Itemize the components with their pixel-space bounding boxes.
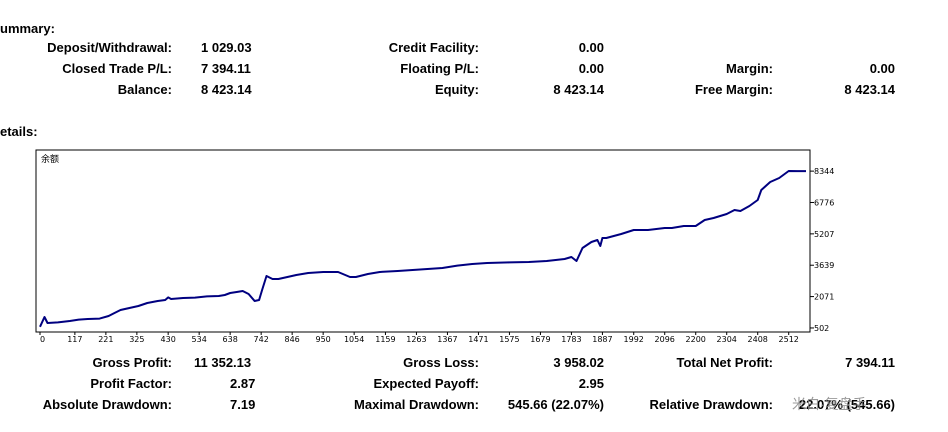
x-tick-label: 2304 — [717, 335, 737, 344]
y-tick-label: 2071 — [814, 293, 834, 302]
x-tick-label: 742 — [254, 335, 269, 344]
x-tick-label: 1887 — [592, 335, 612, 344]
absolute-drawdown-value: 7.19 — [230, 397, 256, 412]
x-tick-label: 1263 — [406, 335, 426, 344]
y-tick-label: 8344 — [814, 167, 834, 176]
maximal-drawdown-value: 545.66 (22.07%) — [507, 397, 604, 412]
summary-heading: ummary: — [0, 21, 55, 36]
balance-series-line — [39, 170, 806, 328]
deposit-withdrawal-value: 1 029.03 — [201, 40, 252, 55]
x-tick-label: 2200 — [686, 335, 706, 344]
x-tick-label: 325 — [129, 335, 144, 344]
x-tick-label: 2408 — [748, 335, 768, 344]
y-tick-label: 6776 — [814, 198, 834, 207]
gross-profit-value: 11 352.13 — [194, 355, 252, 370]
watermark: 米白·复盘手 — [792, 396, 867, 412]
balance-chart: 余额 502 2071 3639 5207 6776 8344 0 117 221 325 430… — [35, 149, 834, 344]
closed-trade-pl-label: Closed Trade P/L: — [62, 61, 172, 76]
balance-label: Balance: — [117, 82, 172, 97]
gross-profit-label: Gross Profit: — [92, 355, 172, 370]
profit-factor-label: Profit Factor: — [90, 376, 172, 391]
x-tick-label: 2512 — [779, 335, 799, 344]
chart-title: 余额 — [41, 153, 59, 165]
total-net-profit-value: 7 394.11 — [845, 355, 895, 370]
expected-payoff-value: 2.95 — [578, 376, 604, 391]
x-tick-label: 638 — [223, 335, 238, 344]
gross-loss-label: Gross Loss: — [403, 355, 479, 370]
gross-loss-value: 3 958.02 — [553, 355, 604, 370]
maximal-drawdown-label: Maximal Drawdown: — [354, 397, 479, 412]
equity-value: 8 423.14 — [553, 82, 604, 97]
x-tick-label: 846 — [285, 335, 300, 344]
y-tick-label: 5207 — [814, 230, 834, 239]
x-tick-label: 1367 — [437, 335, 457, 344]
free-margin-label: Free Margin: — [694, 82, 773, 97]
details-heading: etails: — [0, 124, 38, 139]
profit-factor-value: 2.87 — [230, 376, 256, 391]
total-net-profit-label: Total Net Profit: — [676, 355, 773, 370]
x-tick-label: 221 — [98, 335, 113, 344]
equity-label: Equity: — [434, 82, 479, 97]
x-tick-label: 1992 — [624, 335, 644, 344]
closed-trade-pl-value: 7 394.11 — [201, 61, 251, 76]
relative-drawdown-value: 22.07% (545.66) — [798, 397, 895, 412]
x-tick-label: 1783 — [561, 335, 581, 344]
x-tick-label: 534 — [192, 335, 207, 344]
y-tick-label: 3639 — [814, 261, 834, 270]
x-tick-label: 1054 — [344, 335, 364, 344]
floating-pl-value: 0.00 — [578, 61, 604, 76]
credit-facility-value: 0.00 — [578, 40, 604, 55]
floating-pl-label: Floating P/L: — [400, 61, 479, 76]
x-tick-label: 0 — [40, 335, 45, 344]
absolute-drawdown-label: Absolute Drawdown: — [42, 397, 172, 412]
credit-facility-label: Credit Facility: — [388, 40, 479, 55]
margin-label: Margin: — [726, 61, 773, 76]
relative-drawdown-label: Relative Drawdown: — [649, 397, 773, 412]
chart-plot-area — [35, 149, 811, 333]
x-tick-label: 2096 — [655, 335, 675, 344]
balance-value: 8 423.14 — [201, 82, 252, 97]
x-tick-label: 117 — [67, 335, 82, 344]
x-tick-label: 1471 — [468, 335, 488, 344]
x-tick-label: 950 — [316, 335, 331, 344]
x-tick-label: 1575 — [499, 335, 519, 344]
x-tick-label: 1679 — [530, 335, 550, 344]
expected-payoff-label: Expected Payoff: — [373, 376, 479, 391]
free-margin-value: 8 423.14 — [844, 82, 895, 97]
x-tick-label: 1159 — [375, 335, 395, 344]
margin-value: 0.00 — [869, 61, 895, 76]
x-tick-label: 430 — [161, 335, 176, 344]
deposit-withdrawal-label: Deposit/Withdrawal: — [47, 40, 172, 55]
y-tick-label: 502 — [814, 324, 829, 333]
